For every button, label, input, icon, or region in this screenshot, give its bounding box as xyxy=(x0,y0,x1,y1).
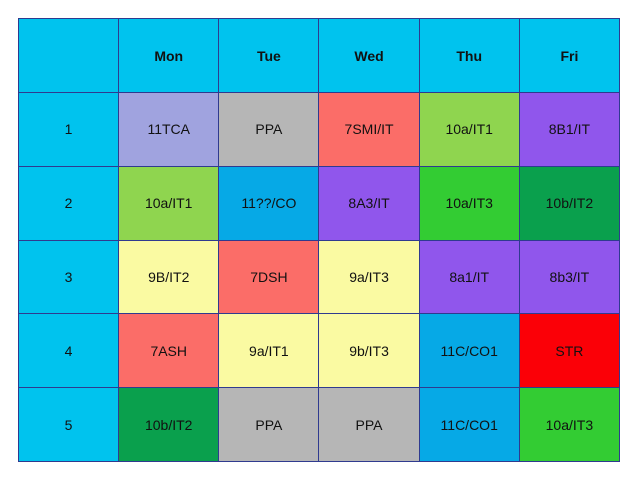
corner-cell xyxy=(17,18,120,93)
day-header-thu: Thu xyxy=(418,18,520,93)
lesson-cell: 9B/IT2 xyxy=(118,239,220,315)
lesson-cell: 10b/IT2 xyxy=(118,387,220,462)
period-row: 5 10b/IT2 PPA PPA 11C/CO1 10a/IT3 xyxy=(17,387,621,462)
lesson-cell: 10b/IT2 xyxy=(518,165,621,241)
lesson-cell: 10a/IT1 xyxy=(418,92,520,167)
lesson-cell: PPA xyxy=(218,387,320,462)
period-number: 1 xyxy=(17,92,120,167)
lesson-cell: 10a/IT3 xyxy=(418,165,520,241)
lesson-cell: 9a/IT3 xyxy=(318,239,420,315)
period-row: 3 9B/IT2 7DSH 9a/IT3 8a1/IT 8b3/IT xyxy=(17,239,621,315)
day-header-tue: Tue xyxy=(218,18,320,93)
lesson-cell: 8a1/IT xyxy=(418,239,520,315)
lesson-cell: PPA xyxy=(318,387,420,462)
lesson-cell: STR xyxy=(518,313,621,389)
day-header-wed: Wed xyxy=(318,18,420,93)
period-number: 4 xyxy=(17,313,120,389)
lesson-cell: 8b3/IT xyxy=(518,239,621,315)
lesson-cell: 11C/CO1 xyxy=(418,313,520,389)
day-header-fri: Fri xyxy=(518,18,621,93)
lesson-cell: 7ASH xyxy=(118,313,220,389)
period-row: 2 10a/IT1 11??/CO 8A3/IT 10a/IT3 10b/IT2 xyxy=(17,165,621,241)
lesson-cell: 10a/IT1 xyxy=(118,165,220,241)
lesson-cell: 9b/IT3 xyxy=(318,313,420,389)
timetable: Mon Tue Wed Thu Fri 1 11TCA PPA 7SMI/IT … xyxy=(17,18,621,462)
lesson-cell: 10a/IT3 xyxy=(518,387,621,462)
day-header-mon: Mon xyxy=(118,18,220,93)
lesson-cell: PPA xyxy=(218,92,320,167)
header-row: Mon Tue Wed Thu Fri xyxy=(17,18,621,93)
lesson-cell: 7DSH xyxy=(218,239,320,315)
lesson-cell: 8B1/IT xyxy=(518,92,621,167)
lesson-cell: 7SMI/IT xyxy=(318,92,420,167)
period-number: 2 xyxy=(17,165,120,241)
period-row: 1 11TCA PPA 7SMI/IT 10a/IT1 8B1/IT xyxy=(17,92,621,167)
lesson-cell: 8A3/IT xyxy=(318,165,420,241)
period-number: 5 xyxy=(17,387,120,462)
lesson-cell: 11C/CO1 xyxy=(418,387,520,462)
period-number: 3 xyxy=(17,239,120,315)
lesson-cell: 9a/IT1 xyxy=(218,313,320,389)
lesson-cell: 11TCA xyxy=(118,92,220,167)
lesson-cell: 11??/CO xyxy=(218,165,320,241)
period-row: 4 7ASH 9a/IT1 9b/IT3 11C/CO1 STR xyxy=(17,313,621,389)
